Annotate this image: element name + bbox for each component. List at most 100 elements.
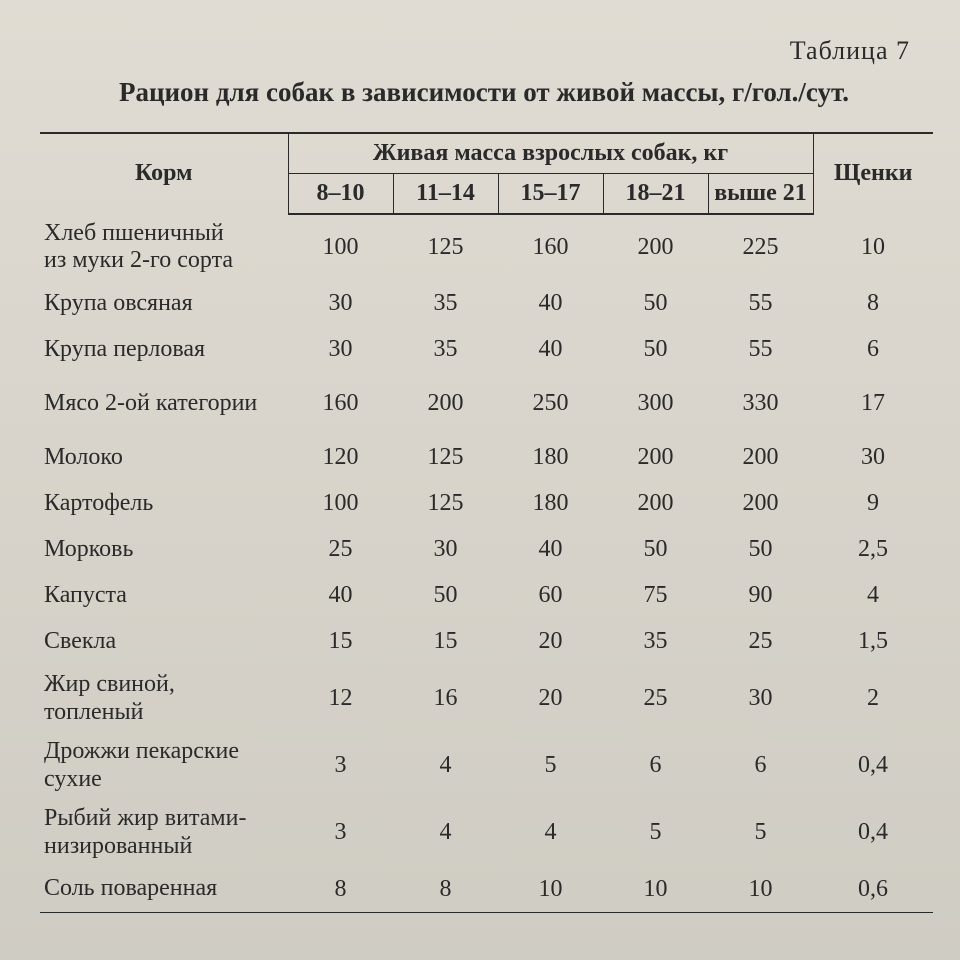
ration-value: 50 <box>603 281 708 327</box>
ration-value: 3 <box>288 799 393 866</box>
col-header-w4: выше 21 <box>708 173 813 214</box>
table-row: Мясо 2-ой категории16020025030033017 <box>40 373 933 435</box>
ration-value: 200 <box>393 373 498 435</box>
feed-name: Дрожжи пекарские сухие <box>40 732 288 799</box>
ration-value: 20 <box>498 665 603 732</box>
ration-value: 15 <box>288 619 393 665</box>
ration-value: 40 <box>498 281 603 327</box>
table-row: Хлеб пшеничный из муки 2-го сорта1001251… <box>40 214 933 281</box>
ration-value: 200 <box>603 214 708 281</box>
ration-value: 200 <box>708 435 813 481</box>
ration-value: 50 <box>603 327 708 373</box>
table-title: Рацион для собак в зависимости от живой … <box>44 76 924 110</box>
col-header-pups: Щенки <box>813 133 933 214</box>
ration-value: 180 <box>498 481 603 527</box>
ration-value: 40 <box>498 527 603 573</box>
puppy-value: 17 <box>813 373 933 435</box>
ration-table: Корм Живая масса взрослых собак, кг Щенк… <box>40 132 933 925</box>
puppy-value: 2 <box>813 665 933 732</box>
ration-value: 125 <box>393 481 498 527</box>
ration-value: 15 <box>393 619 498 665</box>
ration-value: 20 <box>498 619 603 665</box>
feed-name: Рыбий жир витами- низированный <box>40 799 288 866</box>
ration-value: 30 <box>288 281 393 327</box>
puppy-value: 10 <box>813 214 933 281</box>
puppy-value: 8 <box>813 281 933 327</box>
ration-value: 12 <box>288 665 393 732</box>
ration-value: 4 <box>498 799 603 866</box>
ration-value: 160 <box>288 373 393 435</box>
ration-value: 8 <box>288 867 393 913</box>
ration-value: 10 <box>498 867 603 913</box>
ration-value: 75 <box>603 573 708 619</box>
feed-name: Картофель <box>40 481 288 527</box>
ration-value: 330 <box>708 373 813 435</box>
feed-name: Свекла <box>40 619 288 665</box>
table-body: Хлеб пшеничный из муки 2-го сорта1001251… <box>40 214 933 913</box>
feed-name: Крупа перловая <box>40 327 288 373</box>
puppy-value: 4 <box>813 573 933 619</box>
ration-value: 35 <box>393 327 498 373</box>
ration-value: 225 <box>708 214 813 281</box>
ration-value: 55 <box>708 327 813 373</box>
table-row: Капуста40506075904 <box>40 573 933 619</box>
feed-name: Капуста <box>40 573 288 619</box>
puppy-value: 9 <box>813 481 933 527</box>
ration-value: 300 <box>603 373 708 435</box>
ration-value: 50 <box>393 573 498 619</box>
ration-value: 16 <box>393 665 498 732</box>
table-row: Картофель1001251802002009 <box>40 481 933 527</box>
table-row: Крупа перловая30354050556 <box>40 327 933 373</box>
ration-value: 200 <box>603 435 708 481</box>
page: Таблица 7 Рацион для собак в зависимости… <box>0 0 960 960</box>
feed-name: Мясо 2-ой категории <box>40 373 288 435</box>
table-bottom-rule <box>40 913 933 926</box>
ration-value: 5 <box>603 799 708 866</box>
ration-value: 10 <box>603 867 708 913</box>
ration-value: 6 <box>708 732 813 799</box>
feed-name: Хлеб пшеничный из муки 2-го сорта <box>40 214 288 281</box>
col-header-w1: 11–14 <box>393 173 498 214</box>
table-head: Корм Живая масса взрослых собак, кг Щенк… <box>40 133 933 214</box>
ration-value: 200 <box>708 481 813 527</box>
col-header-group: Живая масса взрослых собак, кг <box>288 133 813 174</box>
ration-value: 250 <box>498 373 603 435</box>
ration-value: 125 <box>393 214 498 281</box>
ration-value: 40 <box>288 573 393 619</box>
feed-name: Крупа овсяная <box>40 281 288 327</box>
ration-value: 60 <box>498 573 603 619</box>
puppy-value: 2,5 <box>813 527 933 573</box>
ration-value: 10 <box>708 867 813 913</box>
ration-value: 5 <box>708 799 813 866</box>
ration-value: 100 <box>288 214 393 281</box>
ration-value: 30 <box>393 527 498 573</box>
feed-name: Морковь <box>40 527 288 573</box>
ration-value: 4 <box>393 732 498 799</box>
puppy-value: 0,4 <box>813 799 933 866</box>
puppy-value: 6 <box>813 327 933 373</box>
ration-value: 25 <box>603 665 708 732</box>
col-header-w2: 15–17 <box>498 173 603 214</box>
puppy-value: 0,4 <box>813 732 933 799</box>
ration-value: 8 <box>393 867 498 913</box>
ration-value: 40 <box>498 327 603 373</box>
table-row: Морковь25304050502,5 <box>40 527 933 573</box>
table-row: Дрожжи пекарские сухие345660,4 <box>40 732 933 799</box>
ration-value: 4 <box>393 799 498 866</box>
feed-name: Жир свиной, топленый <box>40 665 288 732</box>
ration-value: 5 <box>498 732 603 799</box>
ration-value: 35 <box>393 281 498 327</box>
puppy-value: 0,6 <box>813 867 933 913</box>
table-row: Рыбий жир витами- низированный344550,4 <box>40 799 933 866</box>
ration-value: 35 <box>603 619 708 665</box>
ration-value: 160 <box>498 214 603 281</box>
ration-value: 30 <box>708 665 813 732</box>
ration-value: 25 <box>288 527 393 573</box>
table-row: Свекла15152035251,5 <box>40 619 933 665</box>
ration-value: 50 <box>708 527 813 573</box>
ration-value: 120 <box>288 435 393 481</box>
table-row: Жир свиной, топленый12162025302 <box>40 665 933 732</box>
puppy-value: 1,5 <box>813 619 933 665</box>
col-header-w3: 18–21 <box>603 173 708 214</box>
table-caption: Таблица 7 <box>40 36 910 66</box>
